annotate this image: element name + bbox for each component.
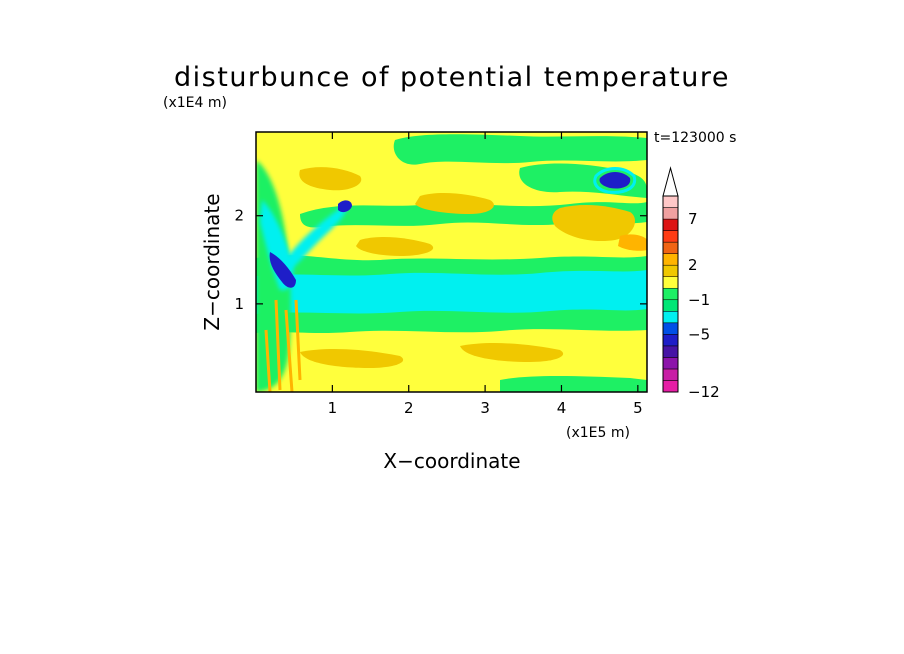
orange-patch-6 <box>460 343 564 362</box>
colorbar-swatch <box>662 218 679 231</box>
x-tick-label: 4 <box>557 399 567 417</box>
y-ticks: 12 <box>234 207 647 313</box>
plot-area <box>256 132 647 392</box>
green-band-lower <box>256 309 647 333</box>
time-label: t=123000 s <box>654 130 736 146</box>
x-tick-label: 5 <box>633 399 643 417</box>
x-axis-label: X−coordinate <box>383 449 520 473</box>
blue-min-mountain <box>269 252 296 288</box>
plot-frame <box>255 131 648 393</box>
field-contours <box>256 134 647 392</box>
colorbar-tick-label: −1 <box>688 291 710 309</box>
colorbar-swatch <box>662 311 679 324</box>
y-tick-label: 2 <box>234 207 244 225</box>
blue-min-mid <box>338 200 352 213</box>
green-patch-bottom <box>500 376 647 392</box>
y-tick-label: 1 <box>234 295 244 313</box>
colorbar-tick-label: 7 <box>688 210 698 228</box>
orange-patch-2 <box>415 193 494 214</box>
y-axis-label: Z−coordinate <box>200 193 224 330</box>
colorbar-swatch <box>662 368 679 381</box>
colorbar-tick-label: 2 <box>688 256 698 274</box>
colorbar-swatch <box>662 195 679 208</box>
colorbar-swatch <box>662 287 679 301</box>
x-unit-label: (x1E5 m) <box>566 425 630 441</box>
colorbar-tick-label: −5 <box>688 325 710 343</box>
colorbar-extend-arrow <box>662 166 679 197</box>
x-tick-label: 1 <box>328 399 338 417</box>
x-ticks: 1 2 3 4 5 <box>328 132 643 417</box>
colorbar-swatch <box>662 322 679 335</box>
orange-patch-4 <box>299 167 362 191</box>
colorbar-swatch <box>662 334 679 347</box>
orange-patch-3 <box>356 237 434 256</box>
colorbar: −12−5−127 <box>662 166 720 401</box>
mountain-plume <box>285 205 347 272</box>
orange-patch-7 <box>618 234 647 251</box>
chart-title: disturbunce of potential temperature <box>174 62 730 93</box>
green-patch-top-left <box>393 134 647 165</box>
cyan-band <box>256 270 647 320</box>
colorbar-swatch <box>662 230 679 243</box>
colorbar-tick-label: −12 <box>688 383 720 401</box>
colorbar-swatch <box>662 276 679 289</box>
cyan-ring-upper-right <box>593 167 637 194</box>
x-tick-label: 3 <box>480 399 490 417</box>
blue-min-upper-right <box>599 172 631 189</box>
colorbar-swatch <box>662 264 679 277</box>
colorbar-swatch <box>662 357 679 370</box>
colorbar-swatch <box>662 253 679 266</box>
colorbar-swatch <box>662 241 679 254</box>
orange-mountain-streaks <box>264 299 302 392</box>
colorbar-swatch <box>662 345 679 358</box>
colorbar-swatch <box>662 207 679 220</box>
orange-patch-5 <box>300 349 404 368</box>
colorbar-swatch <box>662 380 679 393</box>
colorbar-swatch <box>662 299 679 312</box>
y-unit-label: (x1E4 m) <box>163 95 227 111</box>
x-tick-label: 2 <box>404 399 414 417</box>
orange-patch-1 <box>552 205 635 242</box>
